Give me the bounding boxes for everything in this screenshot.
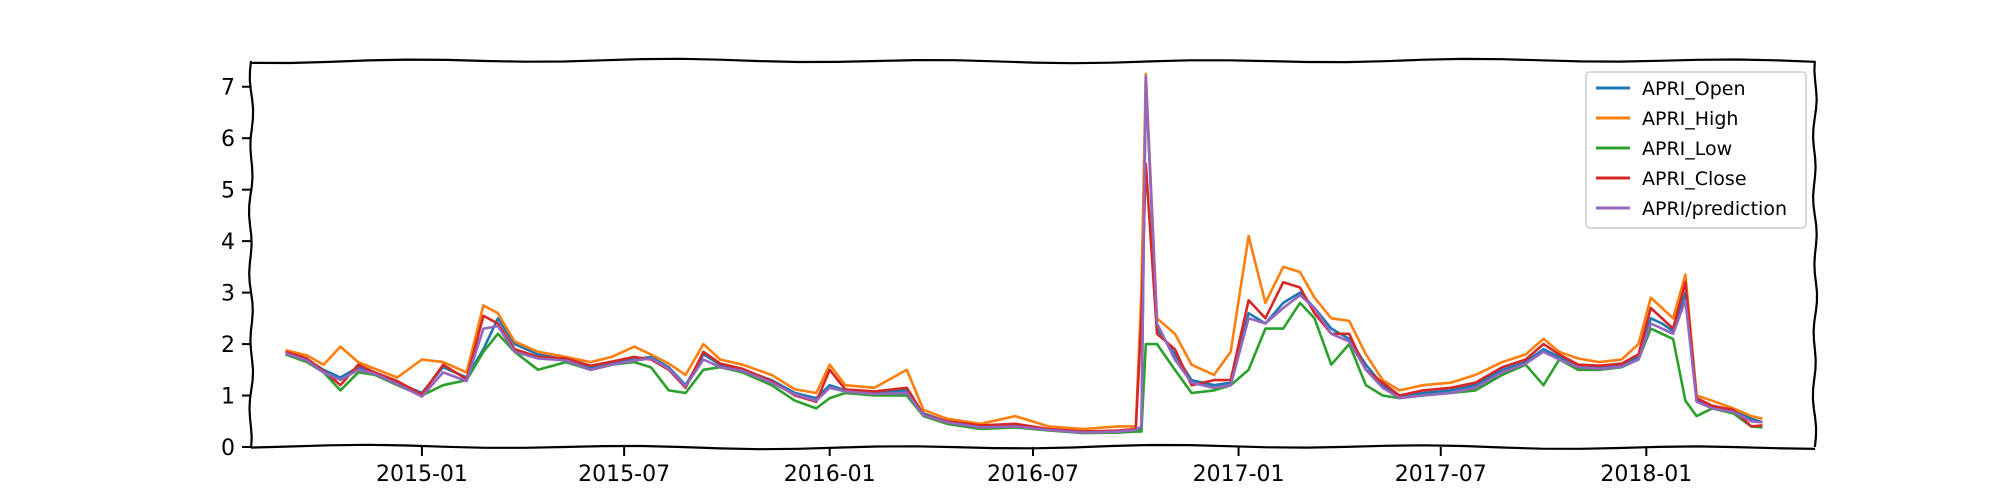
plot-frame-left <box>247 60 255 448</box>
series-line-apri-open <box>285 77 1763 433</box>
series-line-apri-prediction <box>285 75 1763 434</box>
legend-label: APRI/prediction <box>1642 198 1787 220</box>
plot-frame-right <box>1811 60 1819 448</box>
legend-label: APRI_Open <box>1642 78 1746 100</box>
y-tick-label: 6 <box>221 127 235 152</box>
x-axis: 2015-01 2015-07 2016-01 2016-07 2017-01 2017-… <box>376 447 1692 487</box>
y-tick-label: 3 <box>221 282 235 307</box>
series-lines <box>285 72 1763 435</box>
y-tick-label: 7 <box>221 76 235 101</box>
y-tick-label: 4 <box>221 230 235 255</box>
legend-label: APRI_Low <box>1642 138 1732 160</box>
legend-label: APRI_Close <box>1642 168 1747 190</box>
legend: APRI_Open APRI_High APRI_Low APRI_Close APRI… <box>1585 71 1807 229</box>
x-tick-label: 2016-07 <box>987 462 1079 487</box>
y-axis: 0 1 2 3 4 5 6 7 <box>221 76 251 461</box>
y-tick-label: 0 <box>221 436 235 461</box>
x-tick-label: 2015-01 <box>376 462 468 487</box>
x-tick-label: 2016-01 <box>784 462 876 487</box>
x-tick-label: 2015-07 <box>578 462 670 487</box>
y-tick-label: 5 <box>221 179 235 204</box>
y-tick-label: 2 <box>221 333 235 358</box>
plot-frame <box>247 57 1819 451</box>
x-tick-label: 2018-01 <box>1600 462 1692 487</box>
x-tick-label: 2017-07 <box>1395 462 1487 487</box>
y-tick-label: 1 <box>221 385 235 410</box>
x-tick-label: 2017-01 <box>1193 462 1285 487</box>
plot-frame-top <box>250 57 1816 65</box>
series-line-apri-close <box>285 162 1763 433</box>
series-line-apri-high <box>285 72 1763 431</box>
legend-box <box>1585 71 1807 229</box>
series-line-apri-low <box>285 301 1763 435</box>
legend-label: APRI_High <box>1642 108 1738 130</box>
